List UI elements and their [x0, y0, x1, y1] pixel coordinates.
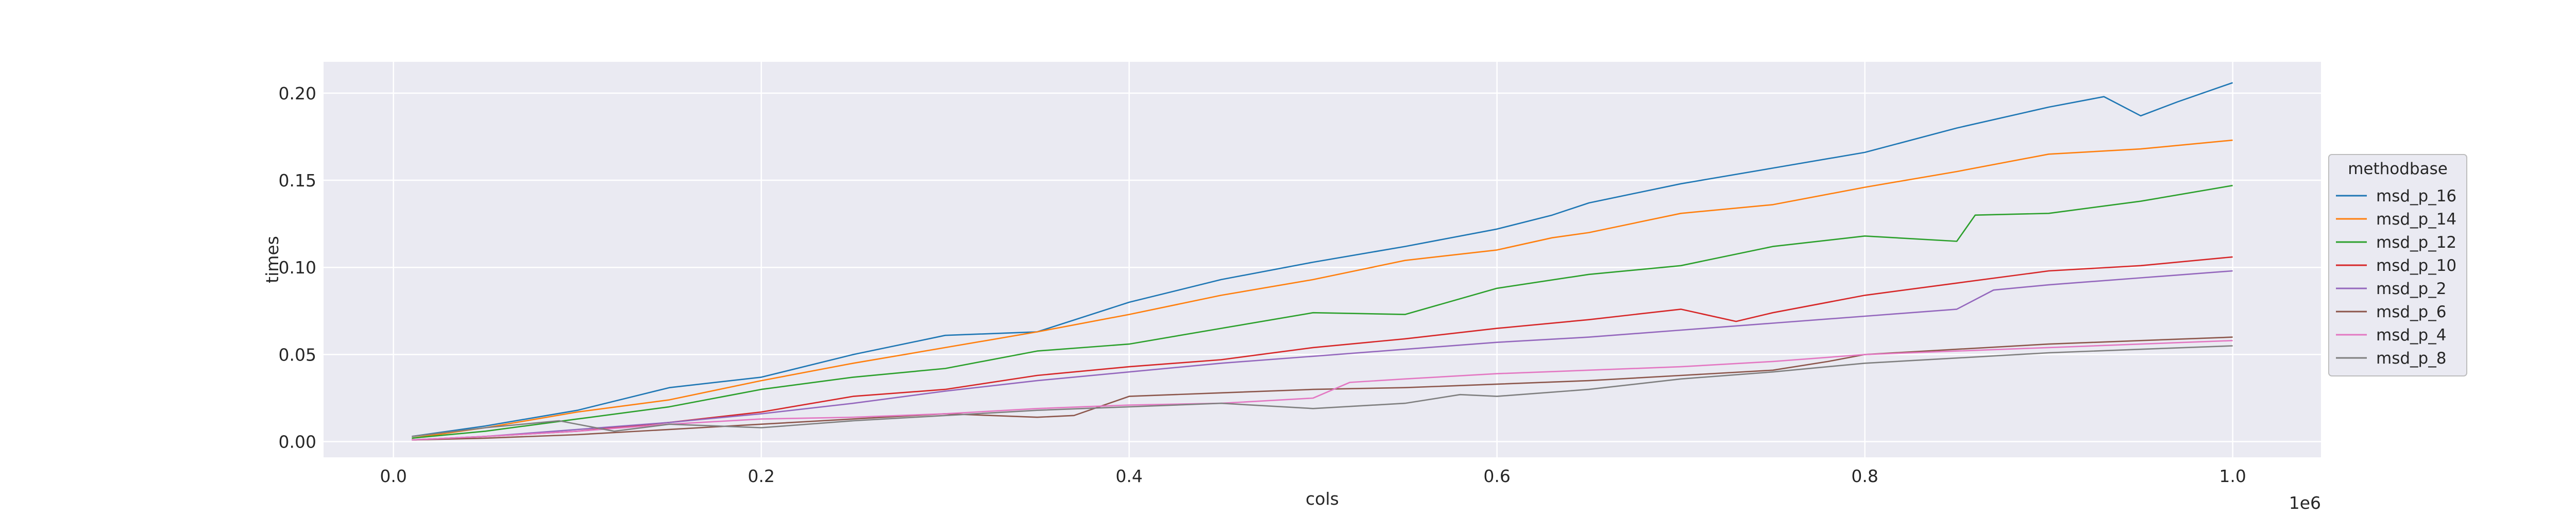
y-tick-label: 0.10 — [279, 258, 316, 278]
x-tick-label: 1.0 — [2219, 466, 2246, 486]
legend-box — [2328, 154, 2467, 376]
series-line-msd-p-10 — [412, 256, 2233, 441]
x-tick-label: 0.4 — [1115, 466, 1142, 486]
legend-title: methodbase — [2348, 160, 2448, 178]
y-axis-label: times — [262, 236, 282, 283]
x-axis-label: cols — [1306, 489, 1339, 509]
series-line-msd-p-16 — [412, 82, 2233, 437]
series-lines — [412, 82, 2233, 441]
legend-entry: msd_p_16 — [2376, 187, 2456, 205]
y-tick-label: 0.05 — [279, 345, 316, 365]
x-tick-label: 0.2 — [748, 466, 774, 486]
x-axis-offset-label: 1e6 — [2289, 493, 2321, 513]
series-line-msd-p-14 — [412, 139, 2233, 439]
legend-entry: msd_p_8 — [2376, 349, 2446, 368]
legend-entry: msd_p_2 — [2376, 280, 2446, 298]
legend-entry: msd_p_10 — [2376, 256, 2456, 275]
legend-entry: msd_p_4 — [2376, 326, 2446, 345]
y-tick-label: 0.20 — [279, 83, 316, 104]
x-tick-label: 0.0 — [380, 466, 406, 486]
legend-entry: msd_p_6 — [2376, 303, 2446, 321]
y-axis-ticks: 0.00 0.05 0.10 0.15 0.20 — [279, 83, 316, 452]
y-tick-label: 0.15 — [279, 170, 316, 191]
grid — [324, 62, 2321, 457]
series-line-msd-p-2 — [412, 270, 2233, 441]
plot-area — [324, 62, 2321, 457]
x-tick-label: 0.8 — [1851, 466, 1878, 486]
x-axis-ticks: 0.0 0.2 0.4 0.6 0.8 1.0 — [380, 466, 2246, 486]
legend-entry: msd_p_12 — [2376, 233, 2456, 252]
y-tick-label: 0.00 — [279, 432, 316, 452]
legend-entry: msd_p_14 — [2376, 210, 2456, 229]
series-line-msd-p-12 — [412, 184, 2233, 439]
series-line-msd-p-4 — [412, 340, 2233, 441]
series-line-msd-p-8 — [412, 345, 2233, 437]
legend: methodbase msd_p_16 msd_p_14 msd_p_12 msd_p… — [2328, 154, 2467, 376]
x-tick-label: 0.6 — [1483, 466, 1510, 486]
